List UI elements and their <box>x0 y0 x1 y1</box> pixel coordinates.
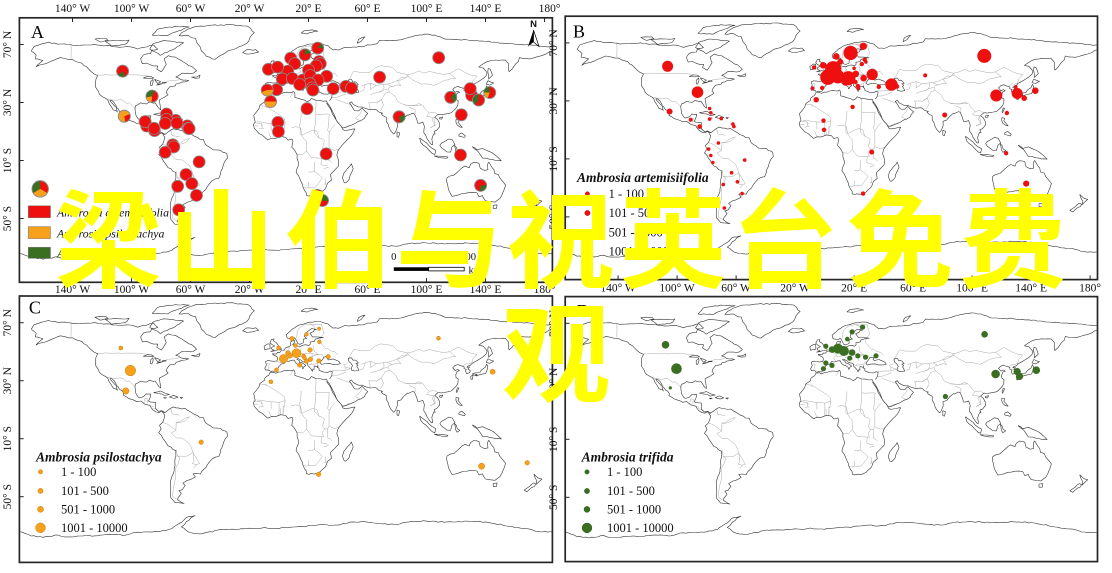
svg-text:10° S: 10° S <box>2 148 14 173</box>
svg-text:10° S: 10° S <box>548 146 560 171</box>
svg-text:101 - 500: 101 - 500 <box>609 206 657 220</box>
svg-text:100° E: 100° E <box>411 284 443 296</box>
svg-text:140° E: 140° E <box>470 284 502 296</box>
svg-text:101 - 500: 101 - 500 <box>61 484 109 498</box>
svg-text:Ambrosia psilostachya: Ambrosia psilostachya <box>35 449 162 464</box>
svg-text:501 - 1000: 501 - 1000 <box>607 503 661 517</box>
svg-text:1001 - 10000: 1001 - 10000 <box>607 521 674 535</box>
svg-text:140° E: 140° E <box>470 3 502 15</box>
svg-text:100° E: 100° E <box>411 3 443 15</box>
svg-text:N: N <box>530 19 537 30</box>
svg-text:140° E: 140° E <box>1015 282 1047 294</box>
svg-text:140° W: 140° W <box>600 282 636 294</box>
svg-text:C: C <box>29 297 41 317</box>
svg-text:60° E: 60° E <box>355 3 381 15</box>
svg-text:70° N: 70° N <box>2 30 14 58</box>
svg-text:1 - 100: 1 - 100 <box>61 465 96 479</box>
svg-text:100° W: 100° W <box>659 282 695 294</box>
svg-text:50° S: 50° S <box>2 484 14 509</box>
svg-text:1001 - 10000: 1001 - 10000 <box>61 521 128 535</box>
svg-text:30° N: 30° N <box>548 87 560 115</box>
svg-text:Ambrosia trifida: Ambrosia trifida <box>581 449 674 464</box>
svg-text:30° N: 30° N <box>2 366 14 394</box>
svg-text:501 - 1000: 501 - 1000 <box>61 503 115 517</box>
svg-text:60° W: 60° W <box>721 282 751 294</box>
svg-text:A: A <box>31 22 44 42</box>
svg-text:100° W: 100° W <box>114 284 150 296</box>
svg-text:50° S: 50° S <box>548 485 560 510</box>
svg-text:50° S: 50° S <box>2 206 14 231</box>
svg-text:Ambrosia artemisiifolia: Ambrosia artemisiifolia <box>576 170 709 185</box>
svg-text:20° W: 20° W <box>780 282 810 294</box>
svg-text:B: B <box>573 22 585 42</box>
svg-text:10° S: 10° S <box>548 427 560 452</box>
svg-text:70° N: 70° N <box>2 308 14 336</box>
svg-text:10° S: 10° S <box>2 426 14 451</box>
svg-text:60° W: 60° W <box>176 3 206 15</box>
svg-text:140° W: 140° W <box>55 3 91 15</box>
svg-text:180°: 180° <box>1079 282 1101 294</box>
svg-text:180°: 180° <box>539 3 561 15</box>
svg-text:70° N: 70° N <box>548 29 560 57</box>
svg-text:0: 0 <box>391 252 396 263</box>
svg-text:20° E: 20° E <box>296 3 322 15</box>
svg-text:60° W: 60° W <box>176 284 206 296</box>
svg-text:101 - 500: 101 - 500 <box>607 484 655 498</box>
svg-text:140° W: 140° W <box>55 284 91 296</box>
svg-text:30° N: 30° N <box>2 88 14 116</box>
svg-text:1 - 100: 1 - 100 <box>607 465 642 479</box>
svg-text:20° W: 20° W <box>235 3 265 15</box>
svg-text:100° W: 100° W <box>114 3 150 15</box>
